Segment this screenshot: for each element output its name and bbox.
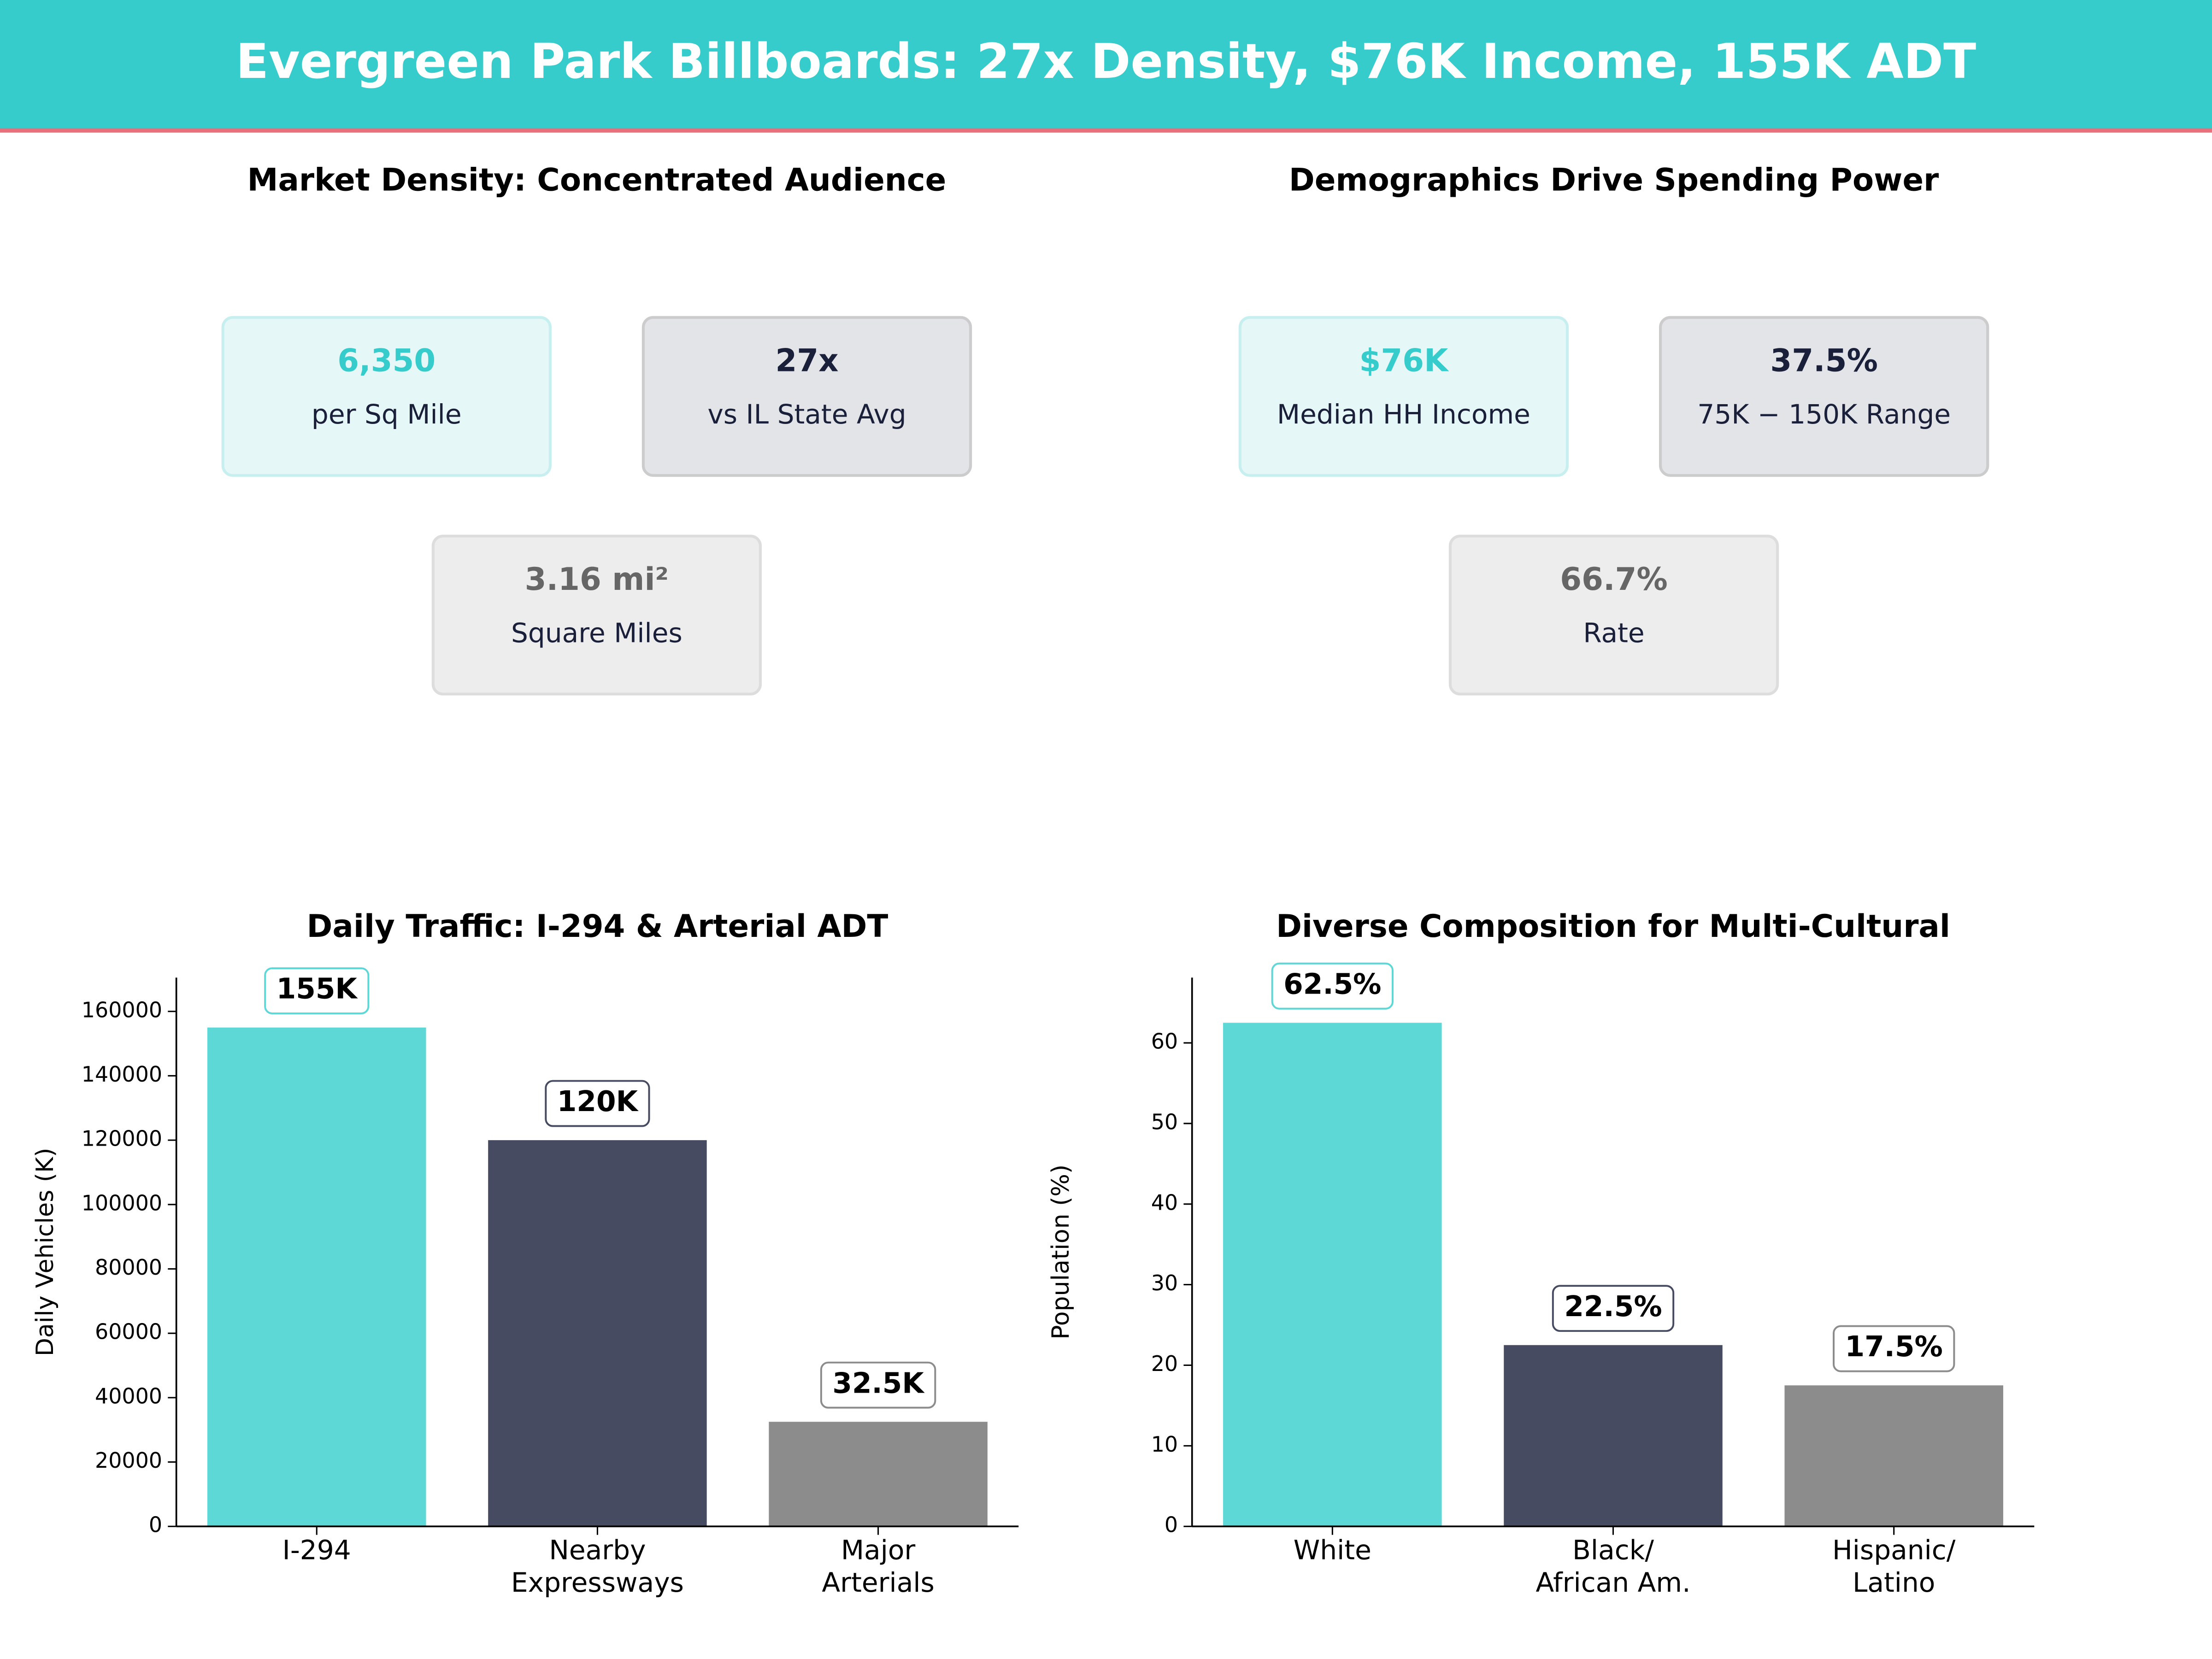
- value-label: 62.5%: [1283, 968, 1381, 1000]
- y-tick-label: 140000: [82, 1062, 162, 1087]
- kpi-card: [1238, 316, 1569, 477]
- y-tick-label: 40: [1151, 1190, 1178, 1215]
- x-tick-label: White: [1294, 1534, 1371, 1565]
- kpi-label: Square Miles: [511, 618, 682, 649]
- kpi-value: 3.16 mi²: [525, 561, 669, 597]
- y-tick-label: 40000: [95, 1383, 162, 1408]
- kpi-value: 66.7%: [1560, 561, 1668, 597]
- kpi-card: [1448, 535, 1779, 696]
- x-tick-label: Nearby: [549, 1534, 646, 1565]
- chart-title: Diverse Composition for Multi-Cultural: [1276, 908, 1950, 944]
- value-label-box: [545, 1080, 650, 1127]
- y-tick-label: 20: [1151, 1351, 1178, 1376]
- value-label: 17.5%: [1845, 1330, 1942, 1363]
- y-tick-label: 80000: [95, 1255, 162, 1280]
- y-axis-label: Daily Vehicles (K): [31, 1148, 59, 1357]
- bar: [207, 1027, 426, 1527]
- x-tick-label: Black/: [1572, 1534, 1654, 1565]
- kpi-value: 27x: [775, 342, 838, 378]
- kpi-card: [1659, 316, 1989, 477]
- y-tick-label: 0: [1165, 1512, 1178, 1537]
- panel-title: Market Density: Concentrated Audience: [247, 161, 946, 198]
- kpi-value: 37.5%: [1770, 342, 1878, 378]
- header-rule: [0, 128, 2212, 133]
- kpi-label: 75K − 150K Range: [1697, 399, 1951, 430]
- x-tick-label: Major: [841, 1534, 916, 1565]
- bar: [1504, 1345, 1723, 1527]
- chart-title: Daily Traffic: I-294 & Arterial ADT: [307, 908, 888, 944]
- kpi-card: [641, 316, 972, 477]
- value-label-box: [1833, 1325, 1955, 1372]
- value-label-box: [264, 967, 370, 1015]
- x-tick-label: I-294: [282, 1534, 351, 1565]
- bar: [488, 1140, 707, 1527]
- value-label: 155K: [276, 973, 359, 1006]
- y-tick-label: 50: [1151, 1109, 1178, 1134]
- kpi-value: $76K: [1359, 342, 1450, 378]
- y-tick-label: 60: [1151, 1029, 1178, 1054]
- y-tick-label: 160000: [82, 997, 162, 1022]
- x-tick-label: Hispanic/: [1832, 1534, 1956, 1565]
- kpi-label: per Sq Mile: [312, 399, 462, 430]
- header-band: [0, 0, 2212, 130]
- panel-title: Demographics Drive Spending Power: [1289, 161, 1939, 198]
- y-tick-label: 100000: [82, 1190, 162, 1215]
- x-tick-label: Latino: [1853, 1567, 1935, 1598]
- kpi-card: [221, 316, 552, 477]
- value-label-box: [1552, 1285, 1675, 1332]
- value-label: 32.5K: [832, 1367, 925, 1400]
- value-label-box: [1271, 962, 1394, 1010]
- kpi-card: [431, 535, 762, 696]
- bar: [1223, 1023, 1442, 1527]
- value-label: 120K: [557, 1085, 639, 1118]
- y-tick-label: 0: [149, 1512, 162, 1537]
- x-tick-label: Arterials: [822, 1567, 934, 1598]
- bar: [769, 1422, 988, 1527]
- value-label: 22.5%: [1564, 1290, 1662, 1323]
- kpi-label: vs IL State Avg: [707, 399, 906, 430]
- y-axis-label: Population (%): [1047, 1165, 1075, 1340]
- y-tick-label: 20000: [95, 1448, 162, 1473]
- bar: [1784, 1385, 2003, 1527]
- page-title: Evergreen Park Billboards: 27x Density, …: [236, 33, 1976, 89]
- x-tick-label: Expressways: [511, 1567, 684, 1598]
- y-tick-label: 120000: [82, 1126, 162, 1151]
- y-tick-label: 10: [1151, 1432, 1178, 1457]
- value-label-box: [820, 1361, 936, 1409]
- kpi-label: Median HH Income: [1277, 399, 1530, 430]
- x-tick-label: African Am.: [1535, 1567, 1690, 1598]
- kpi-value: 6,350: [337, 342, 435, 378]
- y-tick-label: 60000: [95, 1319, 162, 1344]
- kpi-label: Rate: [1583, 618, 1644, 649]
- y-tick-label: 30: [1151, 1271, 1178, 1295]
